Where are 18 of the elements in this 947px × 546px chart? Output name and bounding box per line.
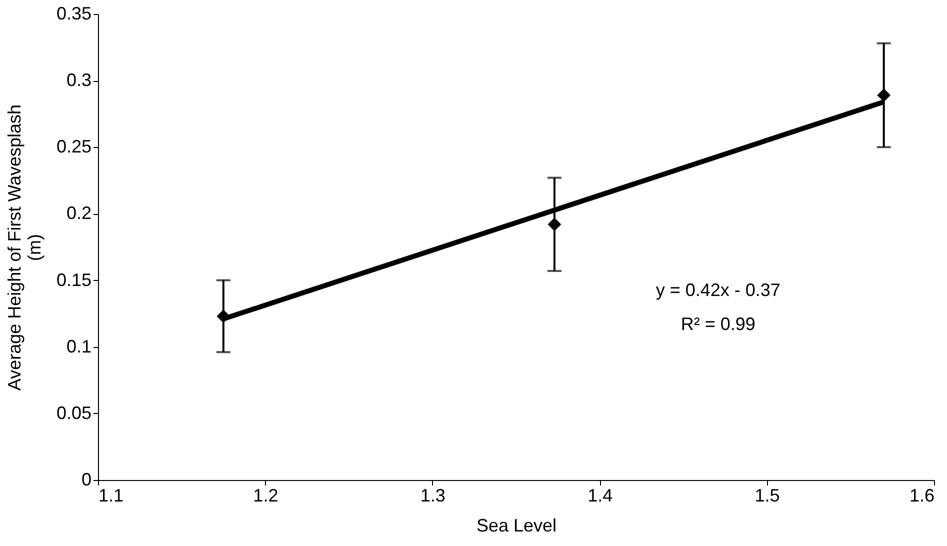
y-axis-title: Average Height of First Wavesplash (m) — [4, 104, 44, 391]
x-tick-label: 1.2 — [253, 486, 278, 506]
x-axis-title: Sea Level — [476, 516, 557, 536]
annotation: R² = 0.99 — [680, 314, 756, 334]
x-tick-label: 1.4 — [588, 486, 613, 506]
y-tick-label: 0.25 — [56, 136, 92, 157]
x-tick-label: 1.6 — [909, 486, 934, 506]
y-tick-label: 0.35 — [56, 4, 92, 24]
x-tick-label: 1.1 — [98, 486, 124, 506]
y-tick-label: 0.3 — [66, 70, 92, 90]
y-tick-label: 0 — [81, 470, 92, 490]
y-tick-label: 0.1 — [66, 336, 92, 356]
x-tick-label: 1.3 — [420, 486, 446, 506]
y-tick-label: 0.05 — [56, 402, 92, 423]
y-tick-label: 0.2 — [66, 203, 92, 224]
x-tick-label: 1.5 — [754, 486, 780, 506]
y-tick-label: 0.15 — [56, 270, 92, 290]
annotation: y = 0.42x - 0.37 — [656, 280, 780, 300]
